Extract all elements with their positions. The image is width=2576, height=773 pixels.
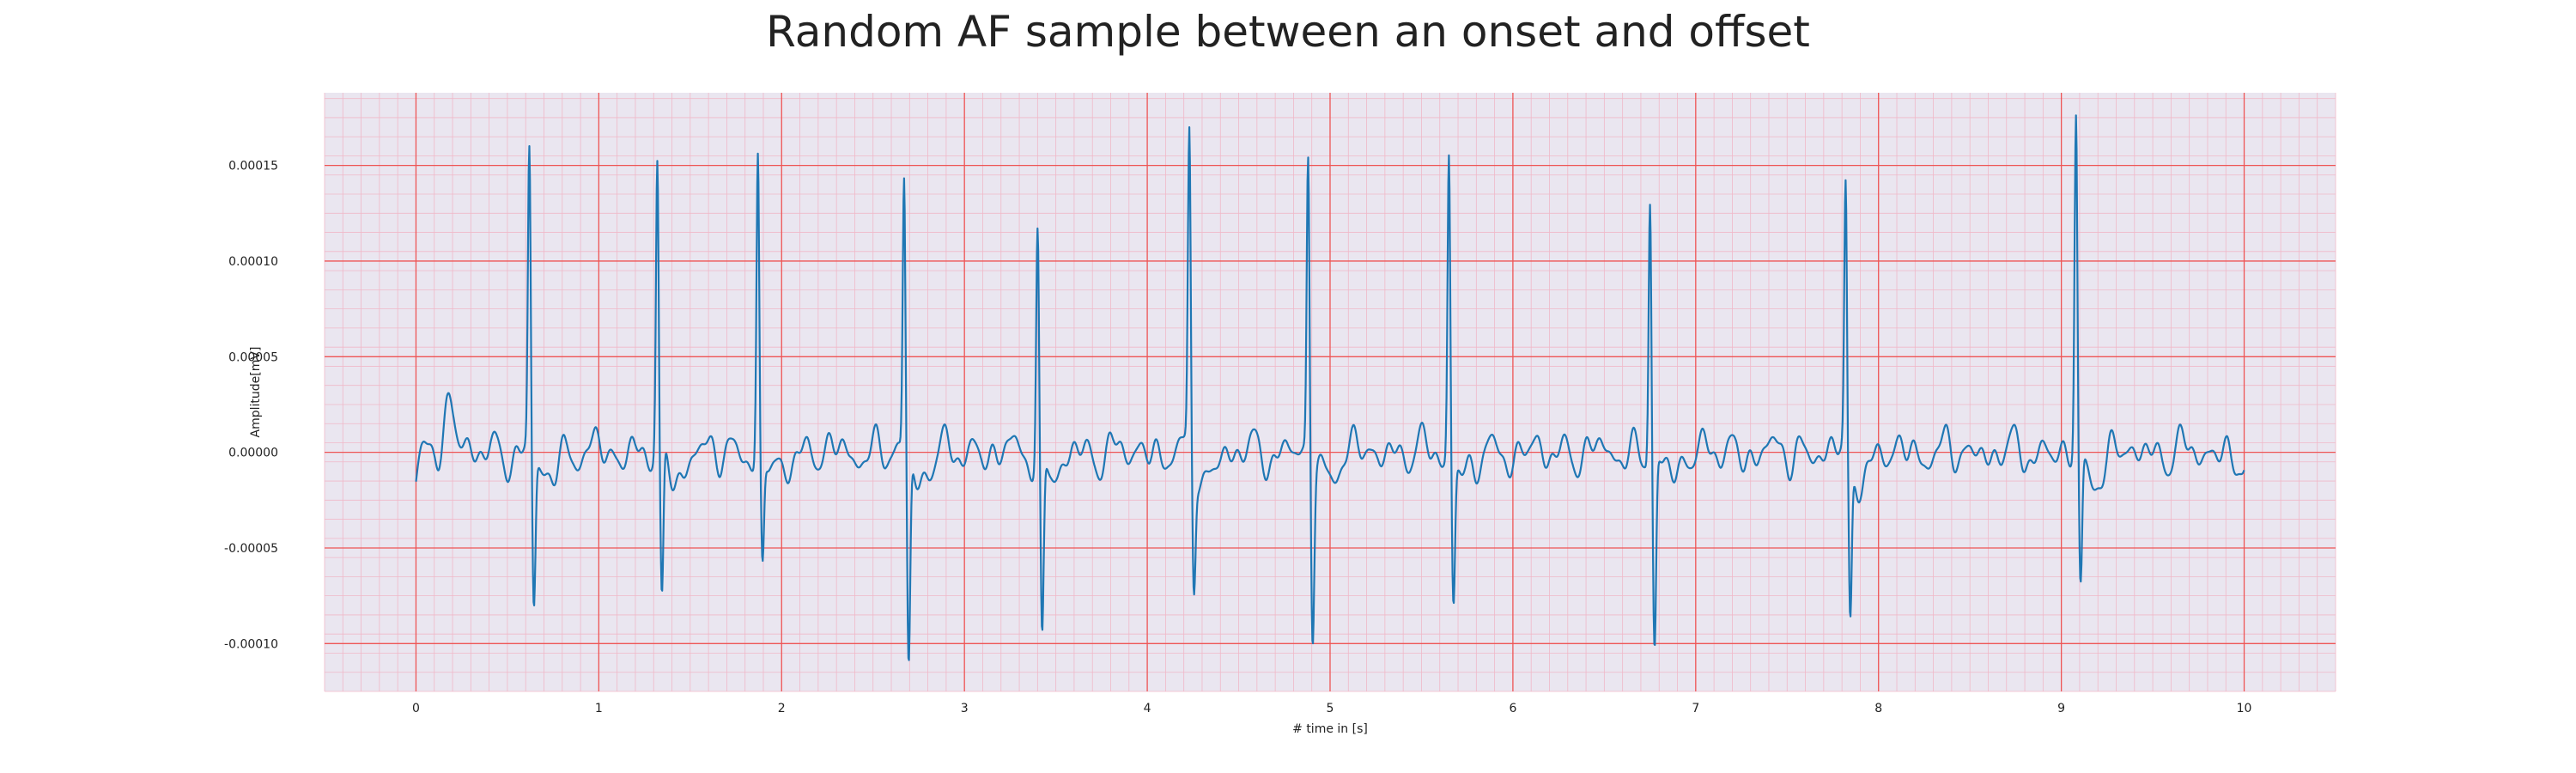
x-tick-label: 1 xyxy=(595,702,603,715)
x-tick-label: 7 xyxy=(1692,702,1699,715)
x-tick-label: 4 xyxy=(1144,702,1151,715)
x-tick-label: 10 xyxy=(2237,702,2252,715)
ecg-signal-line xyxy=(415,114,2245,661)
x-tick-label: 5 xyxy=(1327,702,1334,715)
series-layer xyxy=(415,114,2245,661)
chart-title: Random AF sample between an onset and of… xyxy=(766,7,1810,57)
y-tick-label: 0.00000 xyxy=(228,447,278,460)
y-axis-label: Amplitude[mV] xyxy=(249,347,263,438)
x-tick-label: 3 xyxy=(961,702,969,715)
x-axis-label: # time in [s] xyxy=(1292,722,1368,736)
x-tick-label: 9 xyxy=(2057,702,2065,715)
y-tick-label: -0.00010 xyxy=(224,637,278,651)
x-tick-label: 6 xyxy=(1509,702,1516,715)
y-axis-ticks: -0.00010 -0.00005 0.00000 0.00005 0.00010 0.0… xyxy=(224,160,278,652)
x-tick-label: 8 xyxy=(1874,702,1882,715)
x-axis-ticks: 0 1 2 3 4 5 6 7 8 9 10 xyxy=(412,702,2251,715)
x-tick-label: 0 xyxy=(412,702,420,715)
x-tick-label: 2 xyxy=(778,702,786,715)
y-tick-label: -0.00005 xyxy=(224,542,278,556)
y-tick-label: 0.00005 xyxy=(228,350,278,364)
y-tick-label: 0.00010 xyxy=(228,255,278,269)
y-tick-label: 0.00015 xyxy=(228,160,278,173)
